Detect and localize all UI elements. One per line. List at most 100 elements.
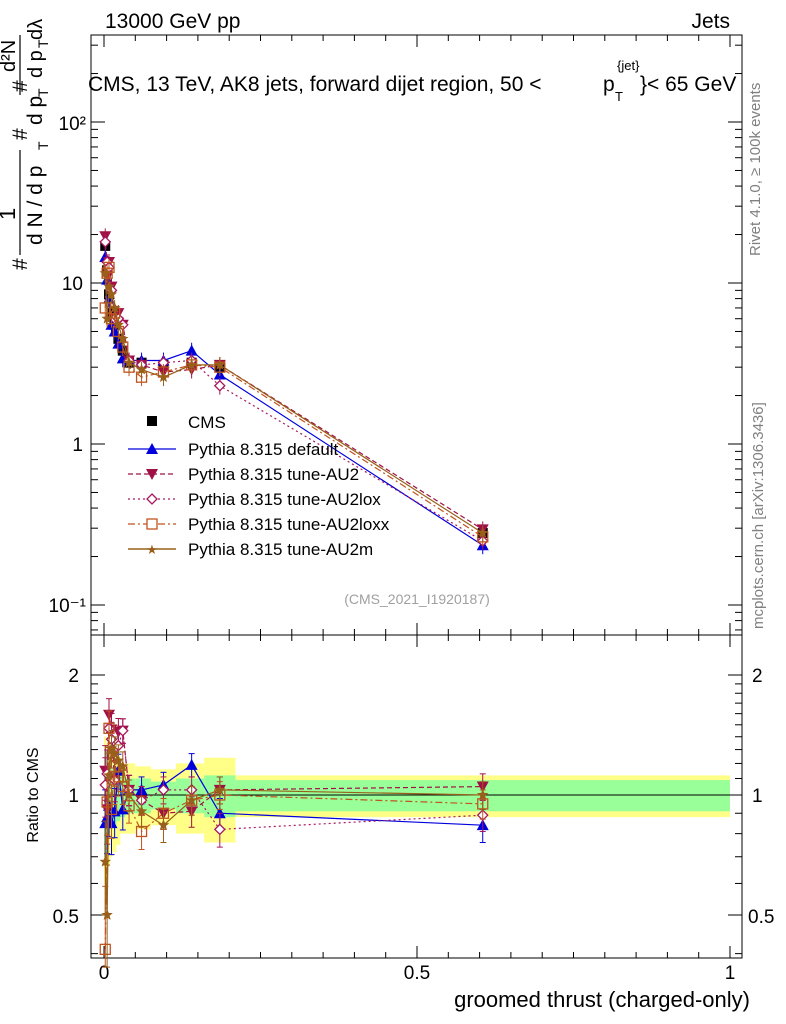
ytick-label-10: 10 xyxy=(62,274,83,295)
point-au2m xyxy=(117,332,129,344)
legend-marker-cms xyxy=(147,416,157,426)
ratio-point-au2m xyxy=(185,794,198,806)
ylabel-hash-1: # xyxy=(9,258,32,270)
point-au2m xyxy=(103,280,115,292)
plot-title-sub: T xyxy=(615,89,623,104)
ylabel-dlambda: dλ xyxy=(25,19,47,40)
ratio-point-au2loxx xyxy=(99,943,111,956)
mcplots-label: mcplots.cern.ch [arXiv:1306.3436] xyxy=(750,402,767,629)
ylabel-dp-sub: T xyxy=(35,88,51,97)
ratio-line-au2loxx xyxy=(104,728,483,950)
legend-item-au2: Pythia 8.315 tune-AU2 xyxy=(128,465,359,484)
ytick-label-0-1: 10⁻¹ xyxy=(49,596,87,617)
main-series-layer xyxy=(99,228,489,555)
ratio-y-axis-label: Ratio to CMS xyxy=(25,747,42,842)
plot-title-sup: {jet} xyxy=(617,58,640,73)
ratio-point-au2m xyxy=(477,789,489,800)
point-au2m xyxy=(123,356,135,368)
legend-label-au2m: Pythia 8.315 tune-AU2m xyxy=(188,540,373,559)
ratio-point-au2loxx xyxy=(105,803,118,816)
ytick-label-1: 1 xyxy=(72,435,83,456)
legend-item-au2m: ★ Pythia 8.315 tune-AU2m xyxy=(128,540,373,559)
ylabel-dn-sub: T xyxy=(35,141,51,150)
legend-label-cms: CMS xyxy=(188,413,226,432)
ratio-point-au2m xyxy=(123,789,135,800)
ratio-point-au2m xyxy=(99,855,111,867)
ratio-ytick-0-5: 0.5 xyxy=(53,907,79,928)
point-au2m xyxy=(135,363,148,375)
point-default xyxy=(108,325,121,337)
legend-marker-au2m: ★ xyxy=(146,543,158,558)
ratio-point-au2loxx xyxy=(103,722,115,734)
plot-title: CMS, 13 TeV, AK8 jets, forward dijet reg… xyxy=(88,58,736,104)
xtick-label-1: 1 xyxy=(725,963,736,984)
ratio-point-au2m xyxy=(117,760,129,772)
main-y-axis-label: # 1 d N / d p T # d p T # d²N d p T dλ xyxy=(0,19,51,270)
point-au2m xyxy=(112,318,125,330)
point-au2lox xyxy=(99,235,112,248)
legend-item-default: Pythia 8.315 default xyxy=(128,440,339,459)
point-au2m xyxy=(99,267,111,279)
ratio-ytick-right-2: 2 xyxy=(752,666,763,687)
point-au2m xyxy=(105,288,118,300)
analysis-id-label: (CMS_2021_I1920187) xyxy=(344,591,490,607)
plot-title-pt: p xyxy=(603,73,615,96)
header-energy: 13000 GeV pp xyxy=(105,10,240,33)
ratio-band-inner xyxy=(116,772,121,822)
ytick-label-100: 10² xyxy=(59,114,86,135)
legend-label-au2loxx: Pythia 8.315 tune-AU2loxx xyxy=(188,515,390,534)
legend-item-au2lox: Pythia 8.315 tune-AU2lox xyxy=(128,490,381,509)
plot-title-end: }< 65 GeV xyxy=(640,73,736,96)
ratio-ytick-2: 2 xyxy=(68,666,79,687)
legend-marker-au2lox xyxy=(146,493,158,505)
point-au2m xyxy=(214,358,226,370)
ratio-series-au2loxx xyxy=(99,710,489,968)
legend-marker-au2loxx xyxy=(146,518,158,530)
ylabel-dpdl: d p xyxy=(25,50,47,78)
header-jets: Jets xyxy=(691,10,730,33)
rivet-version-label: Rivet 4.1.0, ≥ 100k events xyxy=(747,83,764,256)
ylabel-hash-2: # xyxy=(9,128,32,140)
ratio-point-au2lox xyxy=(213,823,226,836)
xtick-label-0: 0 xyxy=(99,963,110,984)
x-axis-label: groomed thrust (charged-only) xyxy=(454,987,750,1012)
ratio-point-au2lox xyxy=(116,724,129,737)
point-au2lox xyxy=(213,379,226,392)
ylabel-dp: d p xyxy=(24,96,47,125)
ratio-point-au2m xyxy=(103,769,115,781)
legend-label-au2lox: Pythia 8.315 tune-AU2lox xyxy=(188,490,381,509)
point-default xyxy=(185,344,198,356)
point-au2m xyxy=(157,371,170,382)
ratio-ytick-right-1: 1 xyxy=(752,786,763,807)
ratio-point-default xyxy=(185,758,198,770)
ratio-point-au2m xyxy=(108,747,121,759)
ratio-point-au2m xyxy=(157,819,170,830)
xtick-label-0-5: 0.5 xyxy=(404,963,430,984)
legend-label-default: Pythia 8.315 default xyxy=(188,440,339,459)
ratio-ytick-1: 1 xyxy=(68,786,79,807)
point-au2m xyxy=(477,527,489,538)
legend-item-au2loxx: Pythia 8.315 tune-AU2loxx xyxy=(128,515,390,534)
ratio-point-au2lox xyxy=(157,783,170,796)
legend-marker-au2 xyxy=(146,469,158,480)
ratio-point-au2m xyxy=(214,783,226,795)
plot-title-main: CMS, 13 TeV, AK8 jets, forward dijet reg… xyxy=(88,73,542,96)
ylabel-one: 1 xyxy=(0,208,20,220)
point-au2m xyxy=(101,312,113,324)
series-au2m xyxy=(99,265,489,542)
legend-marker-default xyxy=(146,443,158,454)
ratio-point-au2m xyxy=(105,742,118,754)
legend-label-au2: Pythia 8.315 tune-AU2 xyxy=(188,465,359,484)
ratio-series-layer xyxy=(99,698,489,968)
ylabel-dpdl-sub: T xyxy=(35,39,51,48)
ratio-ytick-right-0-5: 0.5 xyxy=(748,907,774,928)
axis-ticks xyxy=(91,35,742,958)
point-au2m xyxy=(108,301,121,313)
legend: CMS Pythia 8.315 default Pythia 8.315 tu… xyxy=(128,413,390,559)
ratio-point-au2m xyxy=(101,909,113,920)
point-au2m xyxy=(185,358,198,370)
ratio-uncertainty-bands xyxy=(104,736,730,884)
ylabel-dn-dpt: d N / d p xyxy=(24,166,47,245)
